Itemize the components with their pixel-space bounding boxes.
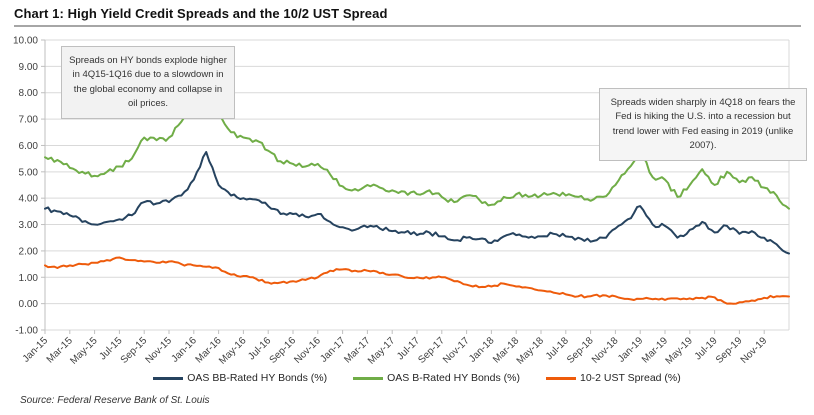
x-tick-label: May-19: [664, 335, 696, 367]
source-note: Source: Federal Reserve Bank of St. Loui…: [20, 395, 210, 406]
x-tick-label: Sep-18: [565, 335, 596, 366]
x-tick-label: May-16: [217, 335, 249, 367]
legend-item-10-2-ust-spread: 10-2 UST Spread (%): [545, 372, 681, 384]
legend: OAS BB-Rated HY Bonds (%) OAS B-Rated HY …: [45, 372, 789, 384]
x-tick-label: May-18: [515, 335, 547, 367]
y-tick-label: 0.00: [19, 299, 39, 310]
legend-swatch-oas-b-rated-hy-bonds: [353, 376, 384, 380]
y-tick-label: 7.00: [19, 115, 39, 126]
title-rule: [14, 25, 801, 27]
x-tick-label: Sep-15: [119, 335, 150, 366]
x-tick-label: Sep-19: [714, 335, 745, 366]
legend-item-oas-bb-rated-hy-bonds: OAS BB-Rated HY Bonds (%): [153, 372, 327, 384]
x-tick-label: Nov-15: [144, 335, 175, 366]
series-line-oas-bb-rated-hy-bonds: [44, 151, 790, 255]
annotation-box-2018-fed-fears: Spreads widen sharply in 4Q18 on fears t…: [599, 88, 807, 161]
x-tick-label: Nov-19: [739, 335, 770, 366]
y-tick-label: -1.00: [15, 326, 38, 337]
legend-label: 10-2 UST Spread (%): [579, 372, 681, 384]
x-tick-label: Sep-16: [268, 335, 299, 366]
y-tick-label: 5.00: [19, 167, 39, 178]
annotation-box-2015-oil-slowdown: Spreads on HY bonds explode higher in 4Q…: [61, 46, 235, 119]
x-tick-label: Sep-17: [416, 335, 447, 366]
y-tick-label: 3.00: [19, 220, 39, 231]
legend-swatch-10-2-ust-spread: [545, 376, 576, 380]
series-line-oas-b-rated-hy-bonds: [44, 65, 790, 210]
legend-label: OAS BB-Rated HY Bonds (%): [187, 372, 328, 384]
x-tick-label: May-17: [366, 335, 398, 367]
legend-item-oas-b-rated-hy-bonds: OAS B-Rated HY Bonds (%): [353, 372, 520, 384]
y-tick-label: 2.00: [19, 246, 39, 257]
y-tick-label: 8.00: [19, 88, 39, 99]
x-tick-label: Nov-18: [590, 335, 621, 366]
x-tick-label: Nov-16: [292, 335, 323, 366]
y-tick-label: 10.00: [13, 36, 38, 47]
y-tick-label: 6.00: [19, 141, 39, 152]
series-line-10-2-ust-spread: [44, 256, 790, 305]
chart-title: Chart 1: High Yield Credit Spreads and t…: [14, 6, 388, 21]
x-tick-label: May-15: [68, 335, 100, 367]
legend-label: OAS B-Rated HY Bonds (%): [387, 372, 520, 384]
y-tick-label: 1.00: [19, 273, 39, 284]
x-tick-label: Nov-17: [441, 335, 472, 366]
y-tick-label: 4.00: [19, 194, 39, 205]
legend-swatch-oas-bb-rated-hy-bonds: [153, 376, 184, 380]
y-tick-label: 9.00: [19, 62, 39, 73]
